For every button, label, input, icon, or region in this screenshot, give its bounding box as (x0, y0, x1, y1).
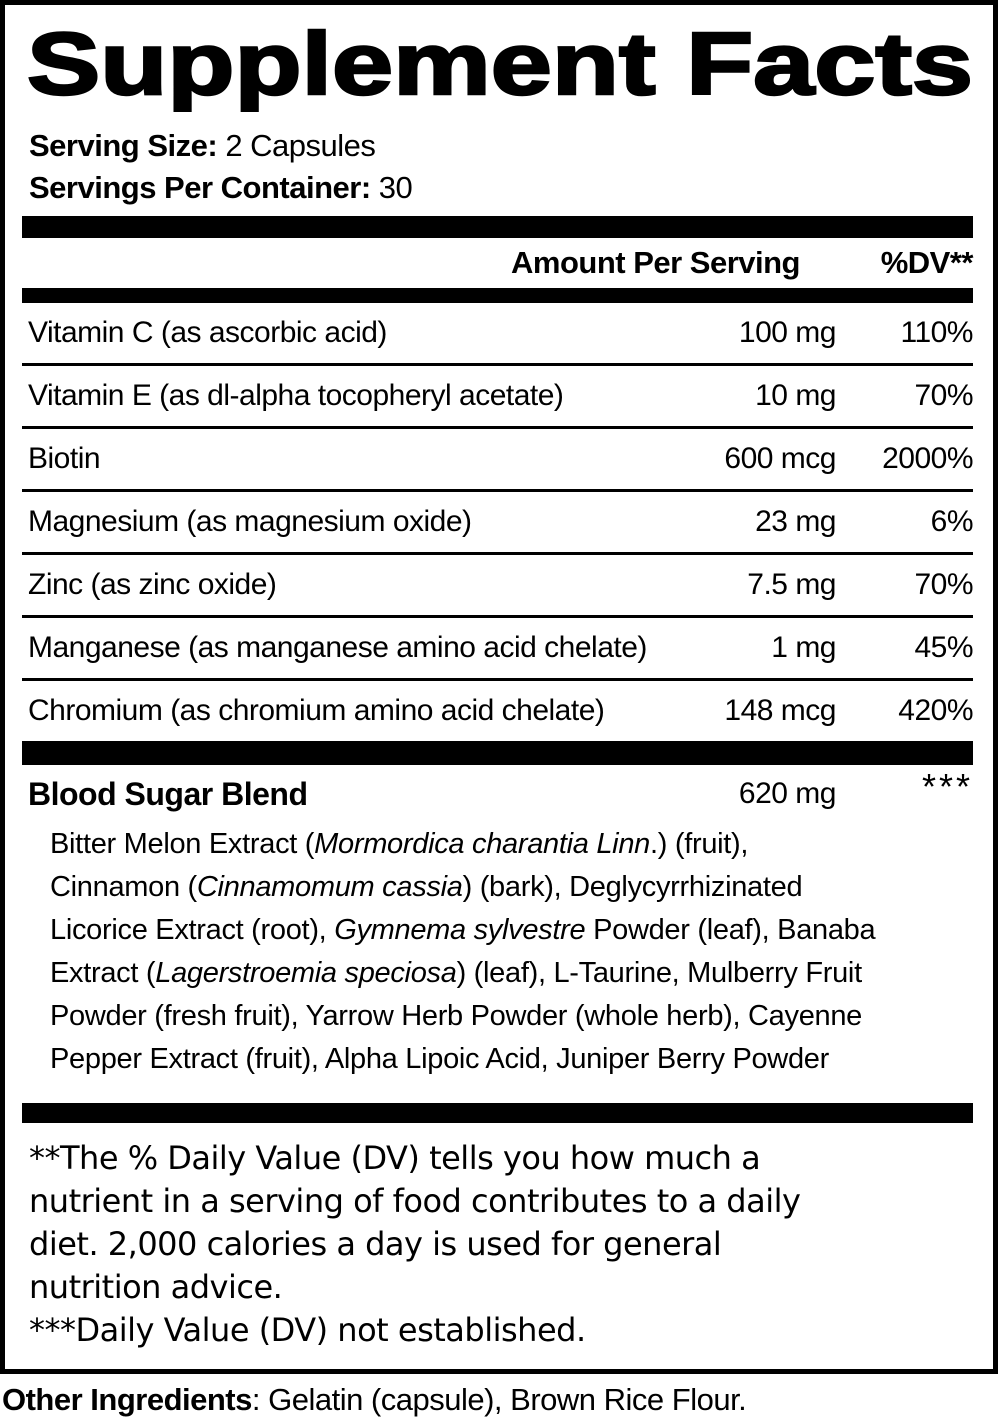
nutrient-dv: 2000% (882, 442, 973, 475)
nutrient-name: Zinc (as zinc oxide) (28, 568, 277, 601)
nutrient-name: Manganese (as manganese amino acid chela… (28, 631, 647, 664)
other-ingredients-value: : Gelatin (capsule), Brown Rice Flour. (251, 1382, 747, 1417)
blend-description-line: Bitter Melon Extract (Mormordica charant… (50, 828, 749, 860)
blend-description-line: Cinnamon (Cinnamomum cassia) (bark), Deg… (50, 871, 803, 903)
nutrient-amount: 600 mcg (724, 442, 836, 475)
serving-size-label: Serving Size: (29, 128, 218, 163)
table-row: Vitamin E (as dl-alpha tocopheryl acetat… (22, 363, 974, 426)
nutrient-dv: 420% (898, 694, 973, 727)
table-row: Magnesium (as magnesium oxide) 23 mg 6% (22, 489, 974, 552)
nutrient-amount: 148 mcg (724, 694, 836, 727)
nutrient-dv: 45% (914, 631, 973, 664)
nutrient-name: Magnesium (as magnesium oxide) (28, 505, 472, 538)
dv-footnote: **The % Daily Value (DV) tells you how m… (29, 1137, 973, 1309)
other-ingredients-label: Other Ingredients (2, 1382, 252, 1417)
blend-description: Bitter Melon Extract (Mormordica charant… (22, 823, 993, 1081)
nutrient-dv: 70% (914, 379, 973, 412)
nutrient-dv: 6% (930, 505, 974, 538)
blend-description-line: Licorice Extract (root), Gymnema sylvest… (50, 914, 876, 946)
table-row: Chromium (as chromium amino acid chelate… (22, 678, 974, 741)
title-wrap: Supplement Facts (26, 13, 993, 117)
nutrient-amount: 10 mg (755, 379, 836, 412)
blend-amount: 620 mg (738, 777, 837, 810)
nutrient-name: Biotin (28, 442, 101, 475)
servings-per-container-line: Servings Per Container: 30 (29, 167, 993, 209)
serving-info: Serving Size: 2 Capsules Servings Per Co… (29, 125, 993, 209)
header-dv: %DV** (880, 245, 974, 280)
label-border-box: Supplement Facts Serving Size: 2 Capsule… (0, 0, 998, 1374)
blend-description-line: Powder (fresh fruit), Yarrow Herb Powder… (50, 1000, 863, 1032)
nutrient-name: Vitamin E (as dl-alpha tocopheryl acetat… (28, 379, 564, 412)
divider-bar-blend (22, 741, 973, 765)
nutrient-amount: 100 mg (738, 316, 837, 349)
footnote-line: nutrition advice. (29, 1268, 283, 1306)
header-amount-per-serving: Amount Per Serving (511, 245, 801, 280)
footnote-line: diet. 2,000 calories a day is used for g… (29, 1225, 722, 1263)
nutrient-amount: 23 mg (755, 505, 836, 538)
blend-description-line: Pepper Extract (fruit), Alpha Lipoic Aci… (50, 1043, 829, 1075)
footnotes: **The % Daily Value (DV) tells you how m… (29, 1137, 973, 1352)
nutrient-table: Vitamin C (as ascorbic acid) 100 mg 110%… (5, 303, 993, 741)
divider-bar-footnote (22, 1103, 973, 1123)
nutrient-amount: 1 mg (771, 631, 836, 664)
page-title-svg: Supplement Facts (26, 13, 975, 115)
serving-size-value: 2 Capsules (225, 128, 376, 163)
servings-per-container-value: 30 (378, 170, 413, 205)
footnote-line: nutrient in a serving of food contribute… (29, 1182, 801, 1220)
footnote-line: **The % Daily Value (DV) tells you how m… (29, 1139, 761, 1177)
table-header-row: Amount Per Serving %DV** (22, 238, 974, 288)
blend-dv-asterisks: *** (921, 766, 973, 807)
serving-size-line: Serving Size: 2 Capsules (29, 125, 993, 167)
nutrient-dv: 110% (900, 316, 973, 349)
table-row: Biotin 600 mcg 2000% (22, 426, 974, 489)
nutrient-name: Chromium (as chromium amino acid chelate… (28, 694, 605, 727)
page-title: Supplement Facts (27, 17, 973, 112)
nutrient-name: Vitamin C (as ascorbic acid) (28, 316, 387, 349)
table-row: Manganese (as manganese amino acid chela… (22, 615, 974, 678)
divider-bar-header (22, 288, 973, 303)
nutrient-dv: 70% (914, 568, 973, 601)
divider-bar-thick-top (22, 216, 973, 238)
table-row: Zinc (as zinc oxide) 7.5 mg 70% (22, 552, 974, 615)
not-established-footnote: ***Daily Value (DV) not established. (29, 1311, 586, 1349)
table-row: Vitamin C (as ascorbic acid) 100 mg 110% (22, 303, 974, 363)
other-ingredients-line: Other Ingredients: Gelatin (capsule), Br… (2, 1382, 747, 1418)
blend-row: Blood Sugar Blend 620 mg *** (22, 765, 973, 823)
nutrient-amount: 7.5 mg (747, 568, 836, 601)
blend-description-line: Extract (Lagerstroemia speciosa) (leaf),… (50, 957, 862, 989)
servings-per-container-label: Servings Per Container: (29, 170, 371, 205)
blend-name: Blood Sugar Blend (28, 775, 308, 812)
